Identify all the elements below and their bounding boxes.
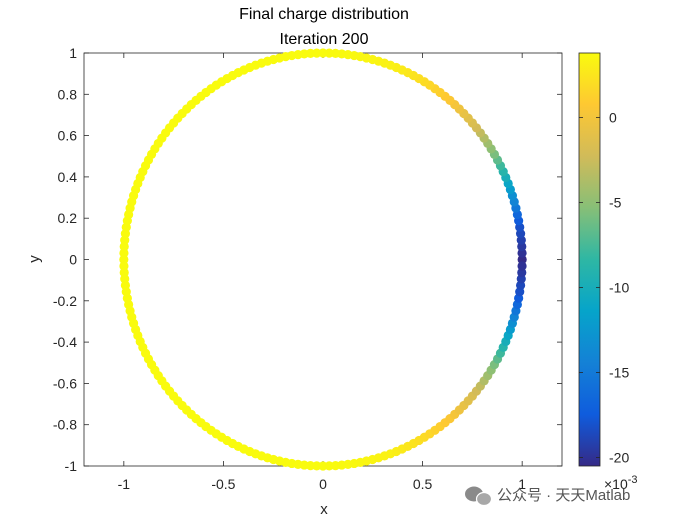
chart-subtitle: Iteration 200 — [280, 31, 369, 48]
y-tick-label: 0.8 — [58, 86, 78, 102]
charge-point — [517, 254, 527, 265]
y-tick-label: 0.2 — [58, 210, 78, 226]
y-ticks: 1 0.8 0.6 0.4 0.2 0 -0.2 -0.4 -0.6 -0.8 -1 — [53, 45, 562, 474]
charge-point — [119, 248, 129, 258]
colorbar-exponent: ×10-3 — [604, 474, 638, 492]
y-tick-label: -0.6 — [53, 375, 77, 391]
colorbar-ticks: 0 -5 -10 -15 -20 — [579, 110, 629, 466]
y-tick-label: -0.4 — [53, 334, 77, 350]
x-tick-label: -1 — [118, 476, 131, 492]
charge-point — [517, 248, 527, 258]
y-tick-label: -0.2 — [53, 293, 77, 309]
x-tick-label: 0.5 — [413, 476, 433, 492]
x-axis-label: x — [320, 501, 328, 518]
y-axis-label: y — [26, 255, 43, 263]
charge-point — [119, 261, 129, 271]
x-tick-label: 0 — [319, 476, 327, 492]
colorbar-tick-label: -15 — [609, 365, 629, 381]
y-tick-label: 1 — [69, 45, 77, 61]
colorbar-tick-label: -20 — [609, 450, 629, 466]
charge-point — [119, 254, 129, 265]
wechat-icon — [465, 486, 493, 507]
plot-axes: -1 -0.5 0 0.5 1 1 0.8 0.6 0.4 0.2 0 -0.2 -0.4 -0.6 -0… — [53, 45, 563, 492]
colorbar-tick-label: -10 — [609, 280, 629, 296]
colorbar-gradient — [578, 52, 601, 467]
y-tick-label: 0.6 — [58, 128, 78, 144]
colorbar: 0 -5 -10 -15 -20 ×10-3 — [578, 52, 638, 492]
y-tick-label: 0.4 — [58, 169, 78, 185]
charge-point — [517, 261, 527, 271]
plot-box — [83, 52, 563, 467]
colorbar-tick-label: 0 — [609, 110, 617, 126]
x-ticks: -1 -0.5 0 0.5 1 — [118, 53, 526, 492]
charge-points — [119, 48, 527, 471]
watermark: 公众号 · 天天Matlab — [465, 486, 630, 507]
charge-point — [119, 241, 129, 252]
charge-point — [517, 267, 527, 278]
watermark-text: 公众号 · 天天Matlab — [497, 487, 630, 504]
y-tick-label: -1 — [65, 458, 78, 474]
y-tick-label: -0.8 — [53, 417, 77, 433]
y-tick-label: 0 — [69, 252, 77, 268]
chart-title: Final charge distribution — [239, 6, 409, 23]
x-tick-label: 1 — [518, 476, 526, 492]
colorbar-tick-label: -5 — [609, 195, 622, 211]
x-tick-label: -0.5 — [211, 476, 235, 492]
